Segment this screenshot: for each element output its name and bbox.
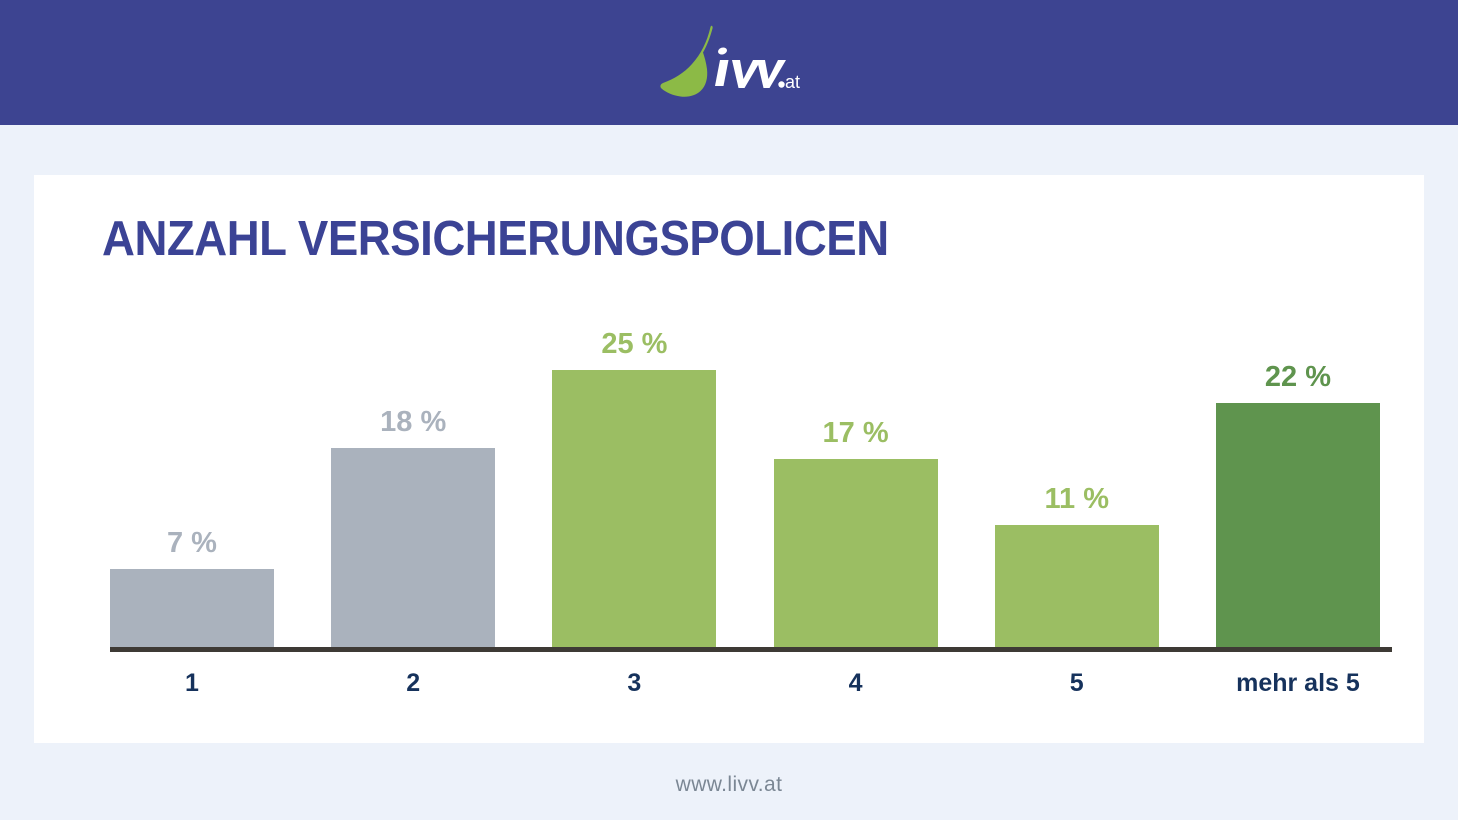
bar-rect (773, 459, 938, 647)
bar-value-label: 11 % (1044, 483, 1110, 515)
bar-group-6: 22 % (1215, 285, 1380, 647)
x-tick-label: 5 (1069, 669, 1084, 697)
x-tick-2: 2 (331, 669, 495, 698)
x-tick-6: mehr als 5 (1216, 669, 1380, 698)
bar-value-label: 17 % (822, 417, 889, 449)
chart-card: ANZAHL VERSICHERUNGSPOLICEN 7 % 18 % 25 … (34, 175, 1424, 743)
bar-group-4: 17 % (773, 285, 938, 647)
page-title: ANZAHL VERSICHERUNGSPOLICEN (102, 212, 889, 266)
bar-value-label: 18 % (380, 406, 447, 438)
bar-value-label: 25 % (601, 328, 668, 360)
x-tick-1: 1 (110, 669, 274, 698)
bar-rect (552, 370, 717, 647)
x-tick-5: 5 (995, 669, 1159, 698)
bar-group-3: 25 % (552, 285, 717, 647)
x-tick-label: 1 (185, 669, 199, 697)
bar-rect (331, 448, 496, 647)
bars-container: 7 % 18 % 25 % 17 % 11 % 22 % (110, 285, 1380, 647)
footer-url: www.livv.at (675, 773, 783, 796)
bar-rect (110, 569, 274, 647)
x-axis-line (110, 647, 1392, 652)
x-tick-4: 4 (774, 669, 938, 698)
x-tick-label: 2 (406, 669, 421, 697)
x-tick-label: mehr als 5 (1236, 669, 1360, 697)
x-axis-labels: 1 2 3 4 5 mehr als 5 (110, 669, 1380, 698)
bar-group-5: 11 % (994, 285, 1159, 647)
x-tick-label: 3 (627, 669, 642, 697)
bar-value-label: 7 % (167, 527, 217, 559)
svg-text:at: at (785, 72, 800, 92)
header-band: at (0, 0, 1458, 125)
bar-rect (994, 525, 1159, 647)
bar-chart-plot: 7 % 18 % 25 % 17 % 11 % 22 % (34, 175, 1424, 743)
bar-group-2: 18 % (331, 285, 496, 647)
bar-value-label: 22 % (1264, 361, 1331, 393)
x-tick-3: 3 (552, 669, 716, 698)
x-tick-label: 4 (848, 669, 863, 697)
bar-rect (1215, 403, 1380, 647)
livv-at-logo: at (660, 25, 800, 97)
bar-group-1: 7 % (110, 285, 274, 647)
